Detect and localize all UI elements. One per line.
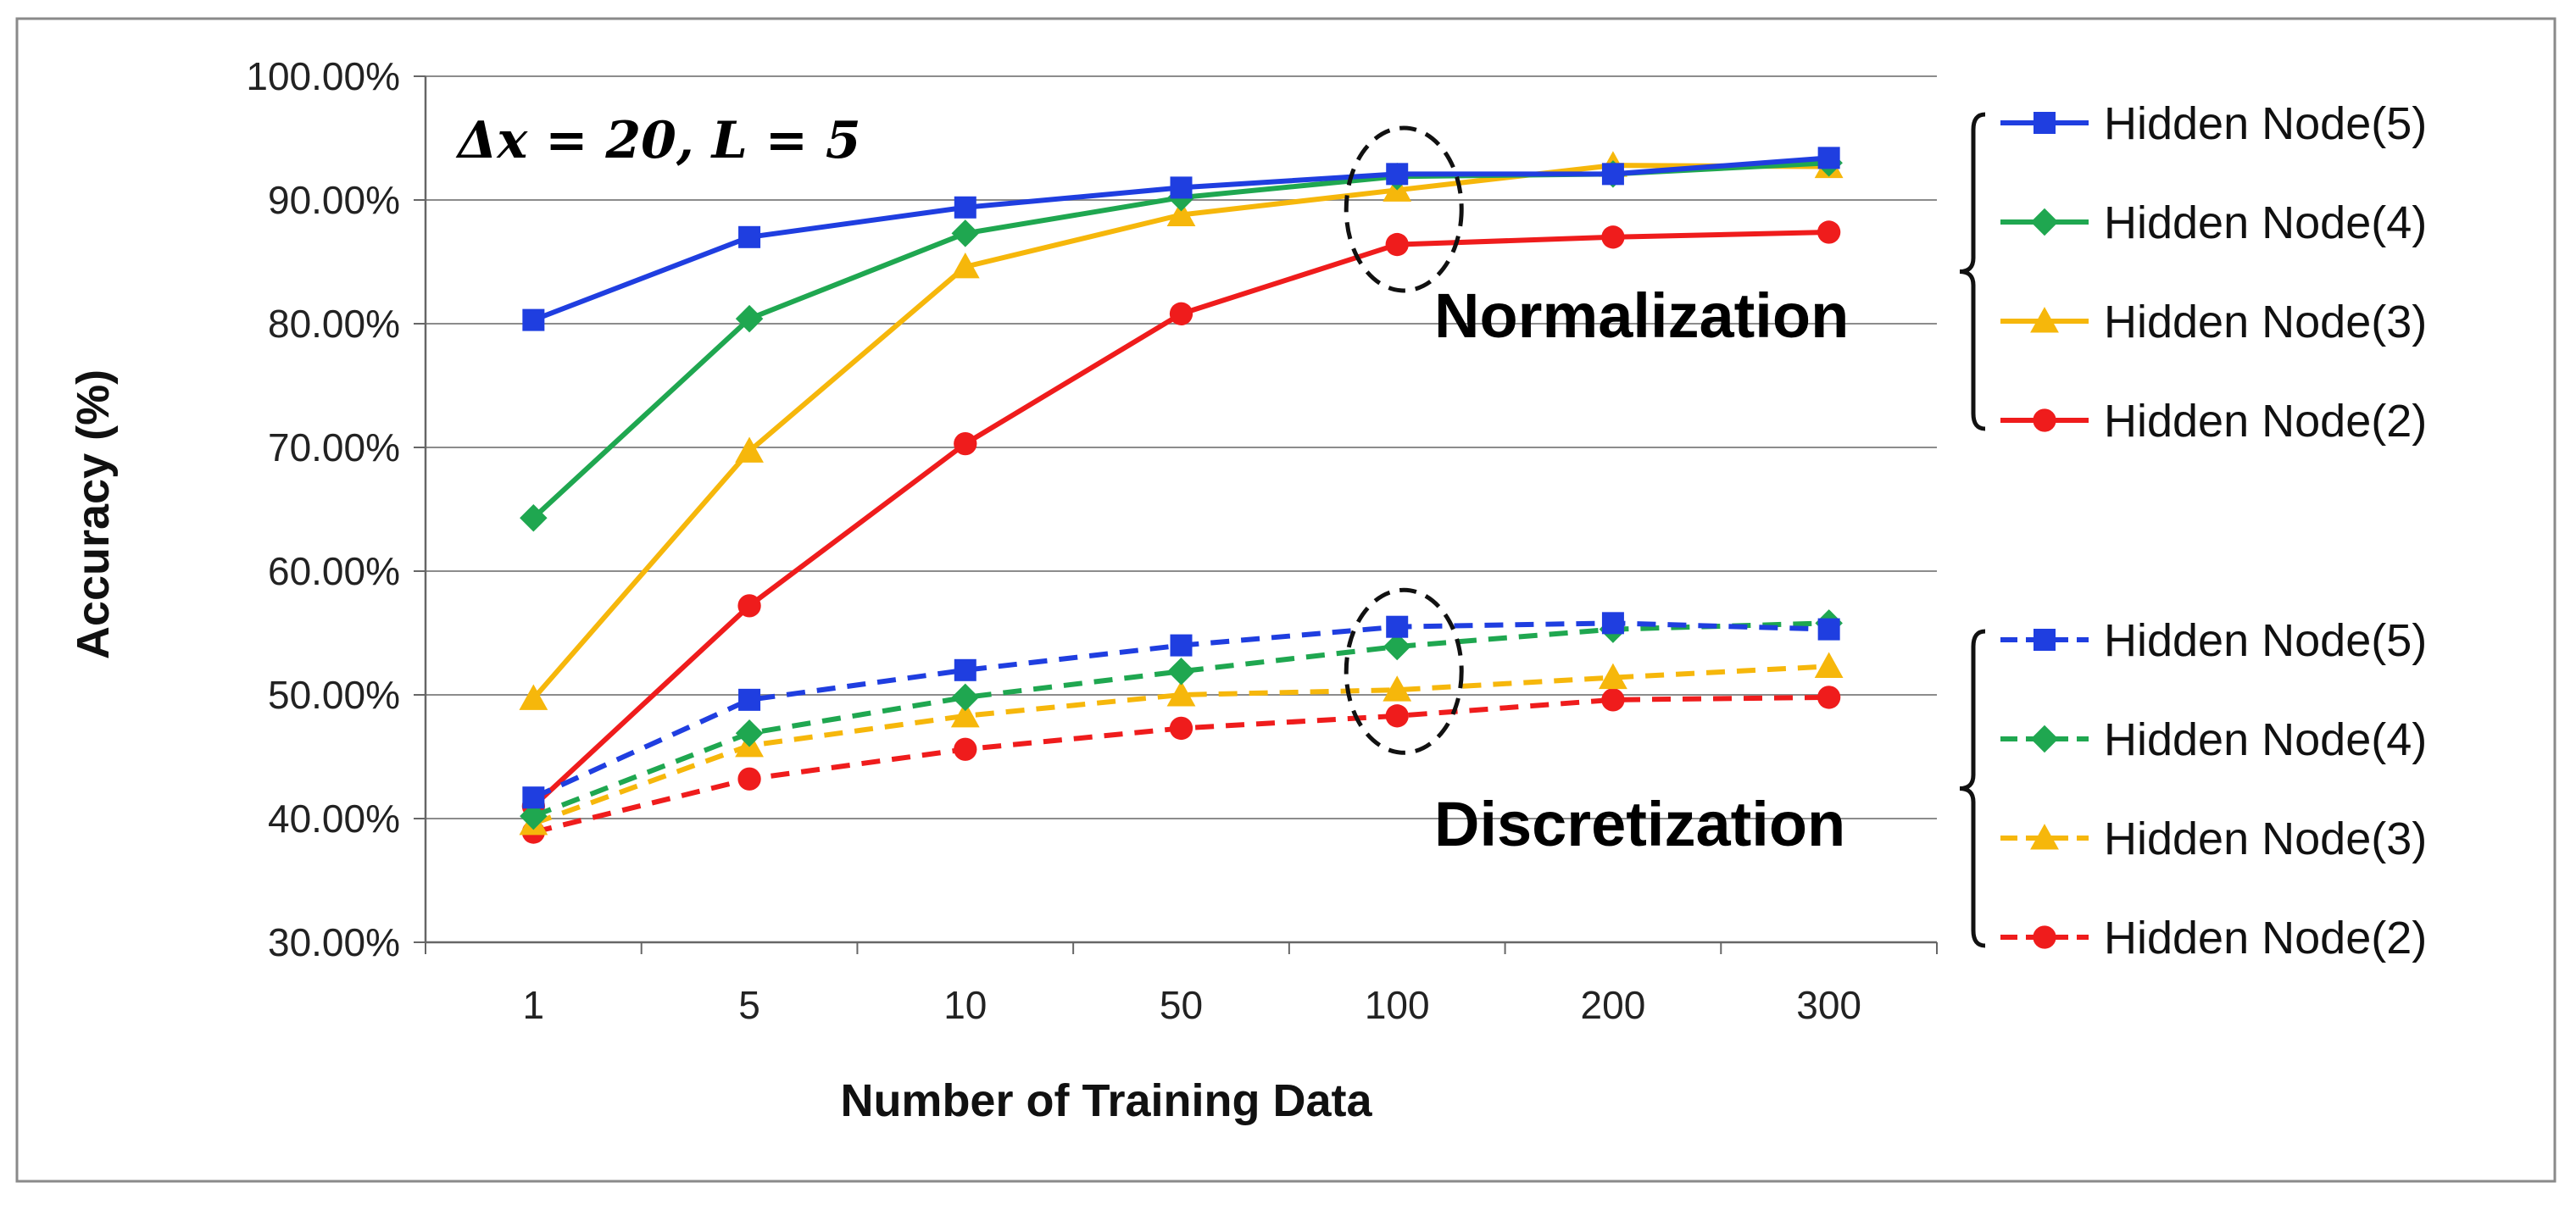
- x-tick-label: 5: [738, 983, 760, 1027]
- normalization-hidden-node-5-point: [1601, 163, 1624, 186]
- legend-label: Hidden Node(4): [2104, 197, 2427, 248]
- discretization-hidden-node-5-point: [1601, 612, 1624, 635]
- x-tick-label: 200: [1581, 983, 1646, 1027]
- normalization-hidden-node-3-point: [950, 252, 980, 279]
- y-tick-label: 100.00%: [246, 54, 400, 98]
- normalization-hidden-node-5-point: [1170, 176, 1193, 199]
- normalization-hidden-node-2-point: [737, 594, 761, 618]
- discretization-hidden-node-2-point: [954, 737, 977, 761]
- discretization-hidden-node-4-point: [1383, 632, 1411, 661]
- discretization-hidden-node-4-point: [735, 719, 764, 747]
- legend-marker-normalization-hidden-node-5: [2034, 112, 2056, 134]
- y-tick-labels: 30.00% 40.00% 50.00% 60.00% 70.00% 80.00% 90.0…: [246, 54, 400, 964]
- parameter-annotation: Δx = 20, L = 5: [455, 111, 861, 170]
- normalization-hidden-node-5-point: [522, 308, 545, 331]
- legend-marker-normalization-hidden-node-3: [2030, 307, 2059, 333]
- x-tick-label: 300: [1796, 983, 1861, 1027]
- y-tick-label: 30.00%: [268, 920, 400, 964]
- normalization-hidden-node-4-point: [951, 219, 980, 247]
- legend-marker-normalization-hidden-node-4: [2030, 208, 2059, 236]
- legend-marker-normalization-hidden-node-2: [2033, 408, 2056, 432]
- group-label-normalization: Normalization: [1434, 280, 1849, 351]
- legend-marker-discretization-hidden-node-4: [2030, 725, 2059, 753]
- normalization-hidden-node-3-point: [519, 684, 548, 710]
- legend-label: Hidden Node(2): [2104, 913, 2427, 963]
- normalization-hidden-node-5-point: [1386, 163, 1409, 186]
- discretization-hidden-node-5-point: [1817, 618, 1840, 641]
- normalization-hidden-node-2-point: [1817, 220, 1841, 244]
- legend-label: Hidden Node(5): [2104, 98, 2427, 149]
- discretization-hidden-node-4-point: [951, 683, 980, 712]
- discretization-highlight-ellipse: [1344, 587, 1464, 755]
- discretization-hidden-node-2-point: [1601, 688, 1625, 712]
- legend-marker-discretization-hidden-node-3: [2030, 824, 2059, 850]
- normalization-hidden-node-2-point: [1169, 302, 1193, 325]
- x-tick-label: 50: [1160, 983, 1203, 1027]
- discretization-hidden-node-3-point: [1599, 663, 1627, 690]
- discretization-hidden-node-3-point: [1814, 652, 1844, 678]
- legend-marker-discretization-hidden-node-2: [2033, 925, 2056, 949]
- normalization-hidden-node-2-point: [1385, 232, 1409, 257]
- y-tick-label: 50.00%: [268, 673, 400, 717]
- discretization-hidden-node-2-point: [737, 767, 761, 791]
- normalization-hidden-node-4-point: [735, 304, 764, 333]
- x-axis-title: Number of Training Data: [840, 1075, 1372, 1126]
- normalization-hidden-node-2-point: [1601, 225, 1625, 249]
- group-label-discretization: Discretization: [1434, 789, 1845, 859]
- legend-label: Hidden Node(3): [2104, 813, 2427, 864]
- discretization-hidden-node-4-point: [520, 802, 548, 830]
- x-tick-label: 100: [1365, 983, 1430, 1027]
- highlight-ellipses: [1344, 125, 1464, 755]
- discretization-hidden-node-5-point: [1170, 634, 1193, 657]
- normalization-hidden-node-5-point: [954, 196, 976, 219]
- discretization-hidden-node-5-point: [522, 786, 545, 809]
- y-tick-label: 40.00%: [268, 797, 400, 841]
- y-tick-label: 70.00%: [268, 425, 400, 469]
- legend-marker-discretization-hidden-node-5: [2034, 629, 2056, 651]
- y-axis-title: Accuracy (%): [68, 369, 119, 659]
- legend-group-brace-normalization: [1959, 112, 1986, 431]
- legend-label: Hidden Node(3): [2104, 297, 2427, 347]
- legend-label: Hidden Node(4): [2104, 714, 2427, 765]
- normalization-hidden-node-5-point: [1817, 147, 1840, 169]
- axes: [414, 75, 1938, 954]
- x-tick-labels: 1 5 10 50 100 200 300: [523, 983, 1861, 1027]
- x-tick-label: 1: [523, 983, 545, 1027]
- discretization-hidden-node-4-point: [1167, 658, 1195, 686]
- discretization-hidden-node-2-point: [1169, 716, 1193, 741]
- discretization-hidden-node-3-point: [1383, 675, 1412, 702]
- discretization-hidden-node-3-point: [950, 701, 980, 728]
- series-group: [519, 147, 1844, 844]
- discretization-hidden-node-3-point: [1166, 680, 1196, 707]
- legend: Hidden Node(5) Hidden Node(4) Hidden Node(…: [1959, 98, 2427, 963]
- discretization-hidden-node-2-point: [1817, 686, 1841, 709]
- y-tick-label: 80.00%: [268, 302, 400, 346]
- normalization-hidden-node-2-point: [954, 431, 977, 456]
- legend-group-brace-discretization: [1959, 629, 1986, 948]
- discretization-hidden-node-2-point: [1385, 704, 1409, 728]
- normalization-hidden-node-4-point: [520, 503, 548, 532]
- legend-label: Hidden Node(2): [2104, 396, 2427, 447]
- y-tick-label: 90.00%: [268, 178, 400, 222]
- y-tick-label: 60.00%: [268, 549, 400, 593]
- normalization-hidden-node-3-point: [1166, 200, 1196, 227]
- legend-label: Hidden Node(5): [2104, 615, 2427, 666]
- discretization-hidden-node-5-point: [738, 688, 761, 711]
- normalization-hidden-node-5-point: [738, 225, 761, 248]
- x-tick-label: 10: [943, 983, 987, 1027]
- normalization-hidden-node-3-point: [735, 436, 764, 463]
- chart-frame: [15, 17, 2557, 1183]
- discretization-hidden-node-5-point: [954, 658, 976, 681]
- discretization-hidden-node-5-point: [1386, 615, 1409, 638]
- normalization-highlight-ellipse: [1344, 125, 1464, 293]
